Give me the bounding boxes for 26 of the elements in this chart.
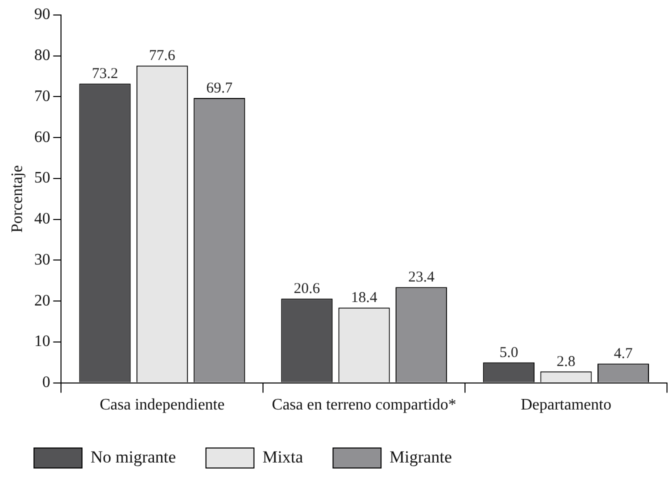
legend-label: No migrante <box>90 447 176 466</box>
data-label: 4.7 <box>614 346 634 362</box>
y-tick-label: 50 <box>34 170 50 187</box>
legend-label: Migrante <box>390 447 452 466</box>
y-tick-label: 10 <box>34 333 50 350</box>
x-tick-label: Departamento <box>520 396 612 414</box>
data-label: 77.6 <box>149 48 176 64</box>
y-tick-label: 70 <box>34 88 50 105</box>
data-label: 2.8 <box>556 354 576 370</box>
x-tick-label: Casa en terreno compartido* <box>272 396 456 414</box>
data-label: 18.4 <box>350 290 378 306</box>
y-tick-label: 80 <box>34 47 50 64</box>
y-axis-title: Porcentaje <box>8 165 26 233</box>
data-label: 69.7 <box>206 80 234 96</box>
data-label: 5.0 <box>499 344 518 361</box>
data-label: 73.2 <box>92 66 118 82</box>
y-tick-label: 60 <box>34 128 50 146</box>
data-label: 23.4 <box>408 270 435 286</box>
y-tick-label: 90 <box>34 6 50 24</box>
y-tick-label: 40 <box>34 210 50 228</box>
x-tick-label: Casa independiente <box>100 396 225 414</box>
y-tick-label: 0 <box>42 374 50 392</box>
legend-label: Mixta <box>262 447 304 466</box>
y-tick-label: 20 <box>34 292 50 310</box>
data-label: 20.6 <box>294 281 321 298</box>
y-tick-label: 30 <box>34 251 50 268</box>
